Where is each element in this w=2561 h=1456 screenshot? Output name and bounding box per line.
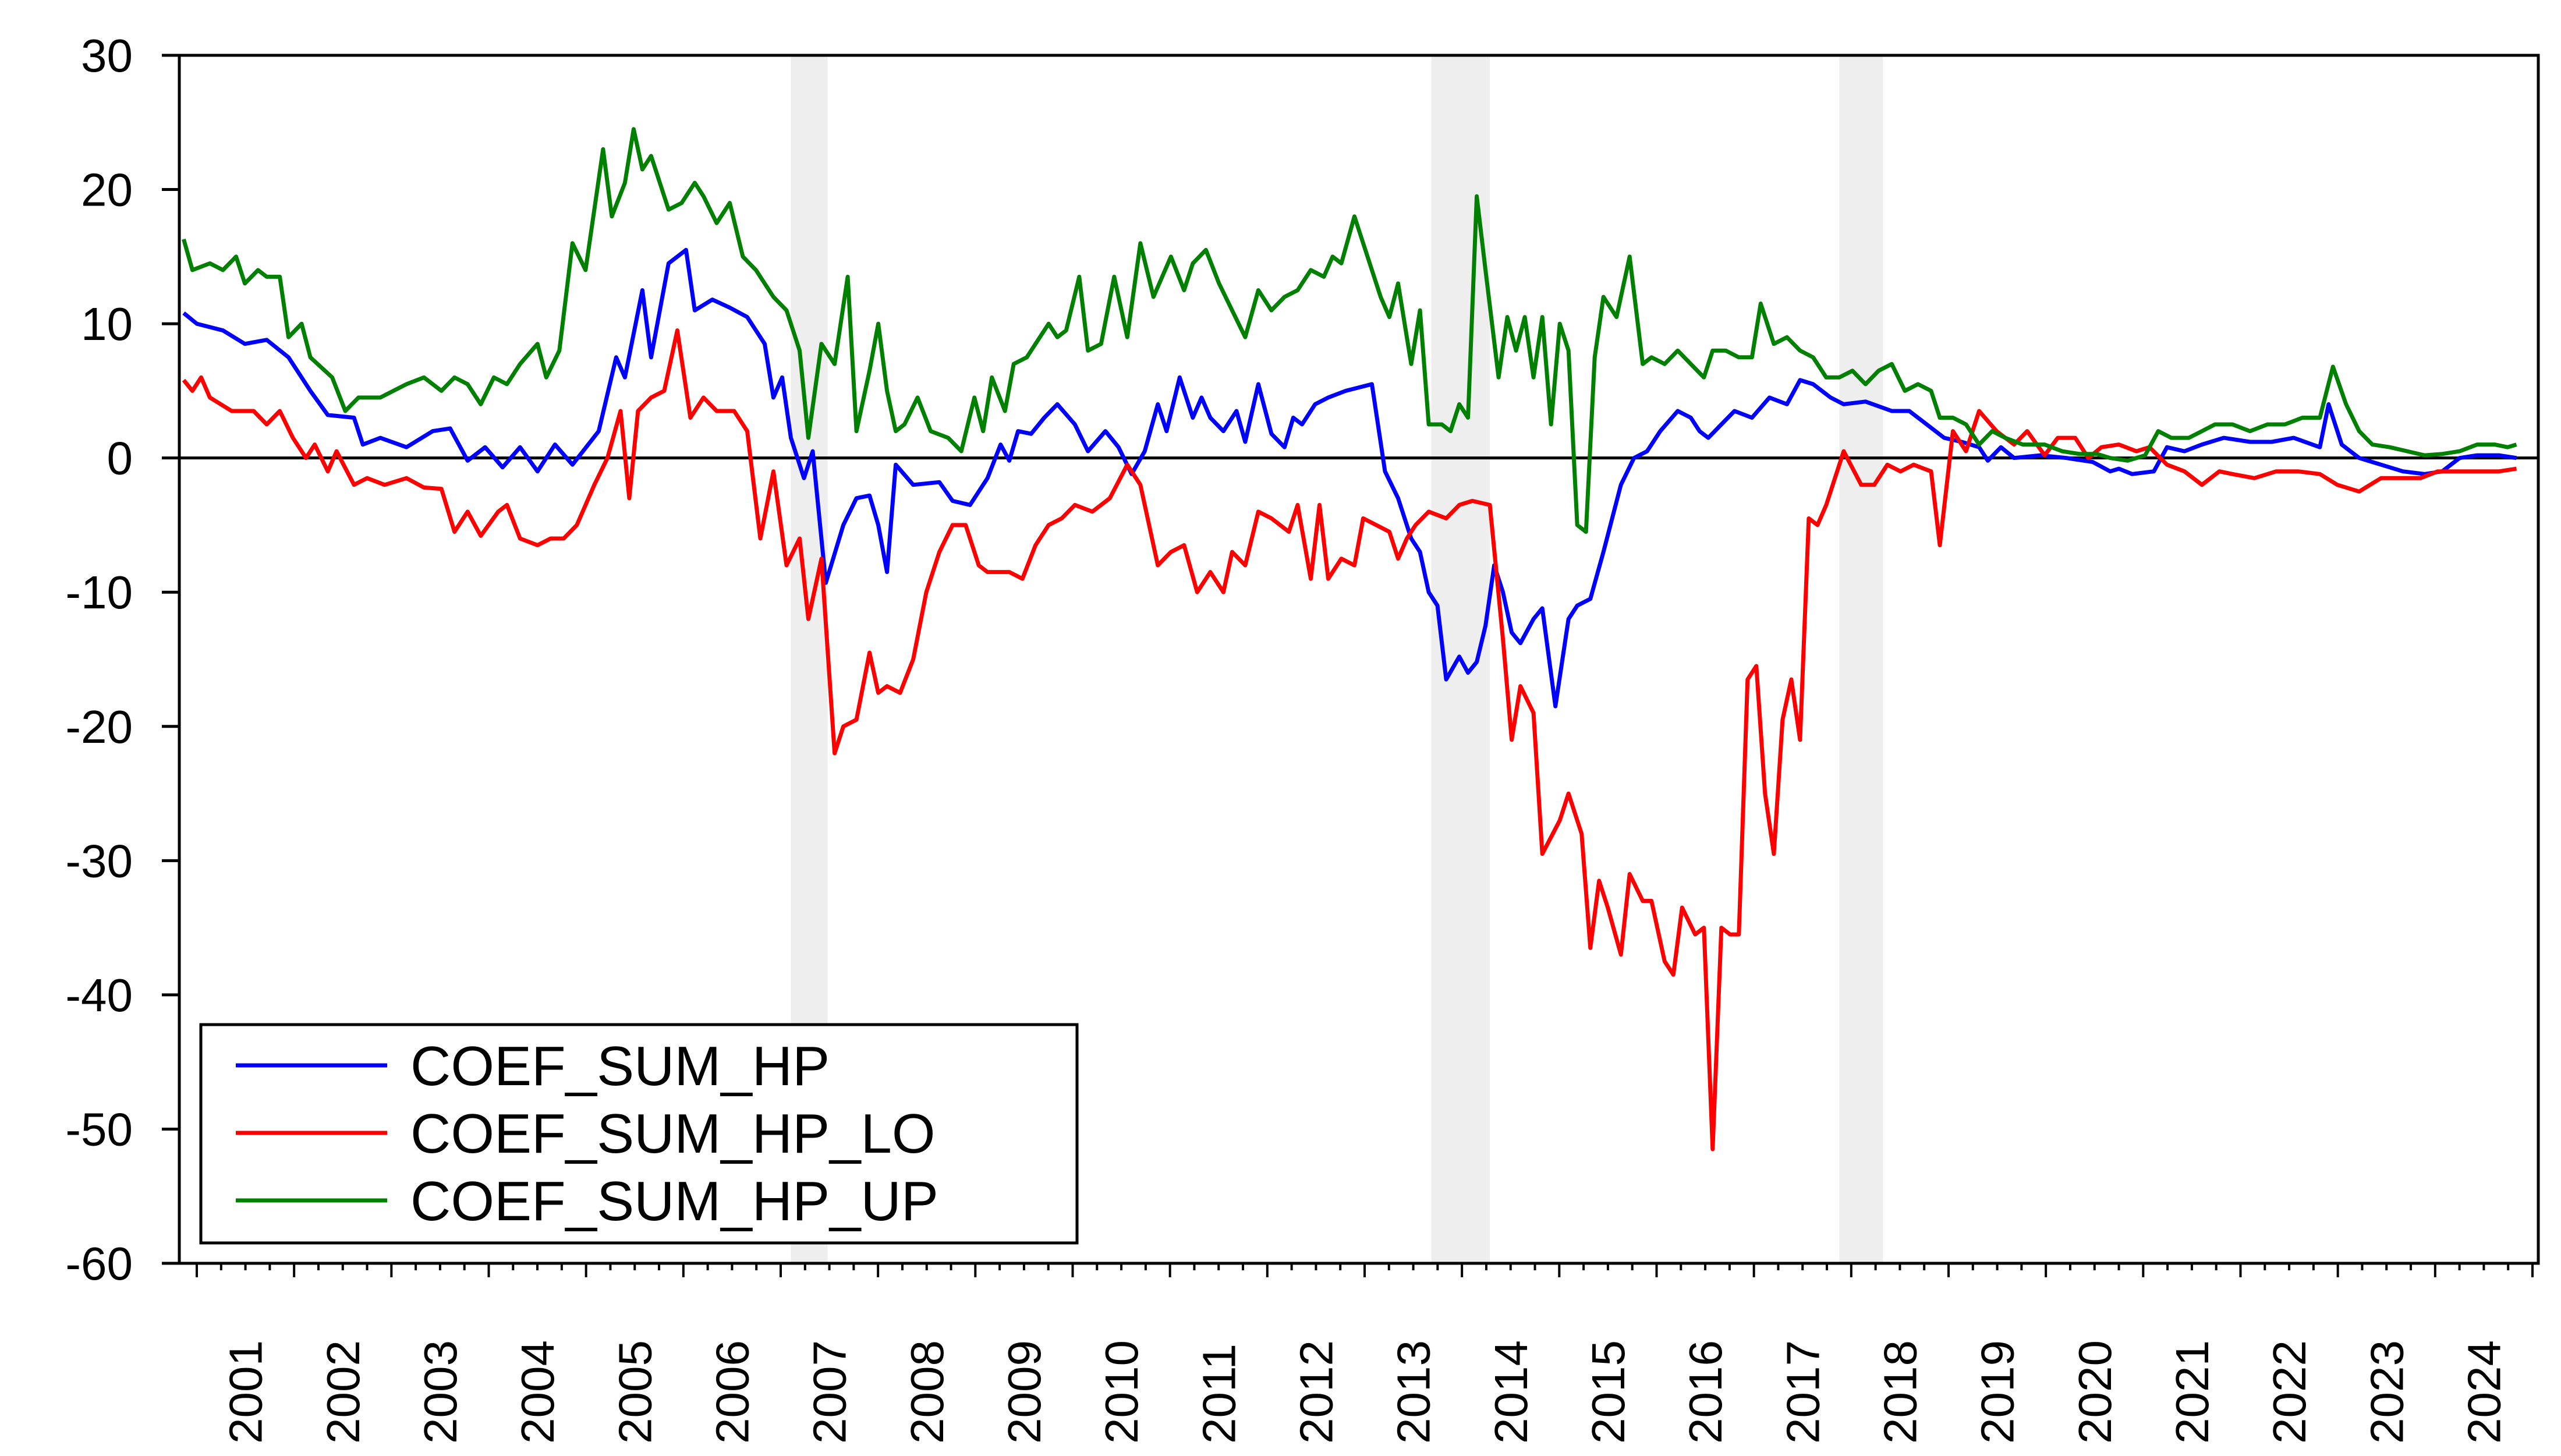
x-tick-label: 2017: [1777, 1340, 1829, 1444]
x-tick-label: 2007: [804, 1340, 856, 1444]
recession-shading: [791, 55, 1883, 1263]
x-axis: 2001 2002 2003 2004 2005 2006 2007 2008 2009 2010…: [196, 1263, 2534, 1444]
x-tick-label: 2013: [1388, 1340, 1440, 1444]
series-layer: [182, 127, 2517, 1152]
x-tick-label: 2006: [706, 1340, 758, 1444]
x-tick-label: 2023: [2361, 1340, 2413, 1444]
x-tick-label: 2019: [1972, 1340, 2024, 1444]
x-tick-label: 2015: [1582, 1340, 1634, 1444]
x-tick-label: 2014: [1485, 1340, 1537, 1444]
y-tick-label: -30: [65, 835, 133, 887]
legend-label-1: COEF_SUM_HP: [410, 1035, 830, 1097]
y-tick-label: 0: [107, 433, 133, 484]
series-line-coef-sum-hp: [182, 247, 2517, 708]
y-tick-label: 10: [81, 298, 133, 350]
y-tick-label: -10: [65, 566, 133, 618]
x-tick-label: 2004: [512, 1340, 564, 1444]
y-tick-label: -50: [65, 1103, 133, 1155]
y-axis: 30 20 10 0 -10 -20 -30 -40 -50 -60: [65, 30, 179, 1290]
y-tick-label: 20: [81, 164, 133, 216]
x-tick-label: 2005: [609, 1340, 661, 1444]
x-tick-label: 2012: [1290, 1340, 1342, 1444]
shaded-period-3: [1839, 55, 1883, 1263]
x-tick-label: 2008: [901, 1340, 953, 1444]
x-tick-label: 2002: [317, 1340, 369, 1444]
series-line-coef-sum-hp-up: [182, 127, 2517, 534]
x-tick-label: 2003: [415, 1340, 466, 1444]
plot-frame: [178, 54, 2540, 1265]
x-tick-label: 2021: [2166, 1340, 2218, 1444]
x-tick-label: 2020: [2069, 1340, 2121, 1444]
x-tick-label: 2016: [1680, 1340, 1731, 1444]
y-tick-label: -20: [65, 701, 133, 753]
y-tick-label: 30: [81, 30, 133, 82]
x-tick-label: 2022: [2264, 1340, 2315, 1444]
x-tick-label: 2009: [998, 1340, 1050, 1444]
y-tick-label: -60: [65, 1238, 133, 1290]
x-tick-label: 2011: [1193, 1344, 1245, 1444]
x-tick-label: 2001: [220, 1340, 272, 1444]
x-tick-label: 2024: [2458, 1340, 2510, 1444]
legend-label-3: COEF_SUM_HP_UP: [410, 1170, 938, 1232]
x-tick-label: 2018: [1874, 1340, 1926, 1444]
legend-label-2: COEF_SUM_HP_LO: [410, 1103, 936, 1165]
y-tick-label: -40: [65, 969, 133, 1021]
x-tick-label: 2010: [1096, 1340, 1147, 1444]
